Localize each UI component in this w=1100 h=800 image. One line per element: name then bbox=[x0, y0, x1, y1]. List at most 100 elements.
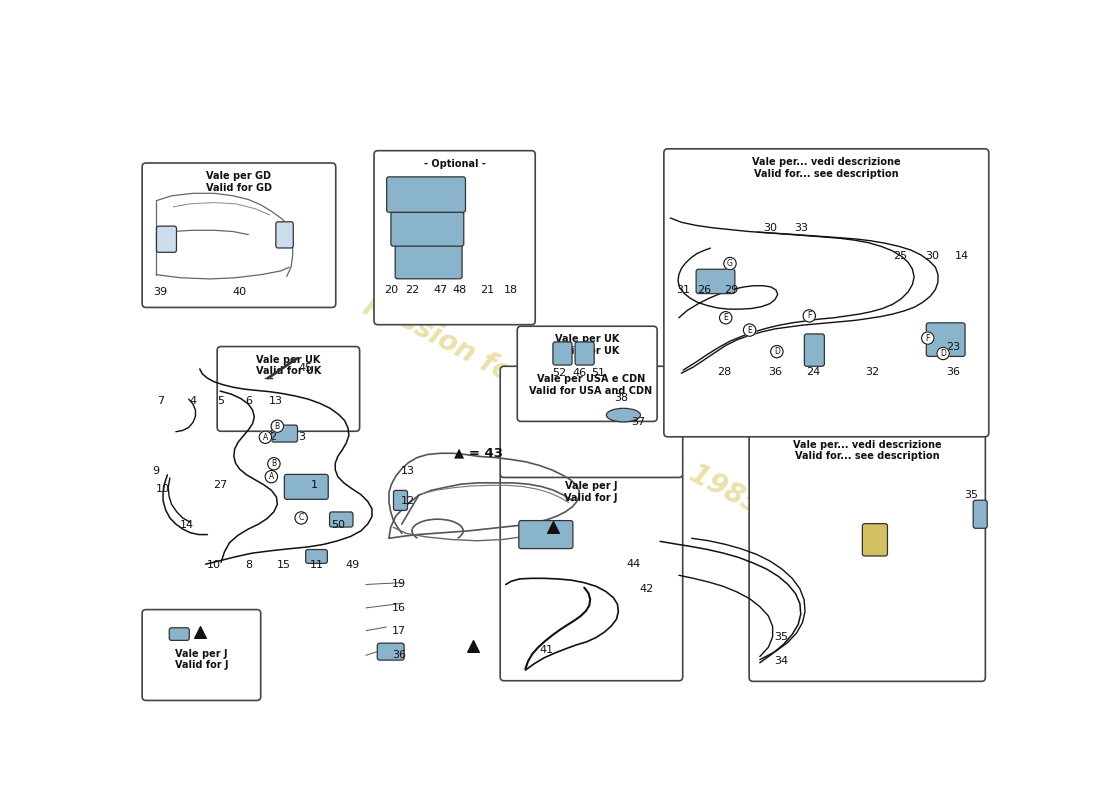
FancyBboxPatch shape bbox=[306, 550, 328, 563]
FancyBboxPatch shape bbox=[394, 490, 407, 510]
Text: 31: 31 bbox=[676, 285, 690, 295]
Text: 9: 9 bbox=[153, 466, 159, 475]
FancyBboxPatch shape bbox=[519, 521, 573, 549]
FancyBboxPatch shape bbox=[500, 473, 683, 681]
Text: 40: 40 bbox=[233, 287, 246, 297]
Text: 5: 5 bbox=[217, 396, 223, 406]
Text: 22: 22 bbox=[405, 285, 419, 295]
Circle shape bbox=[724, 258, 736, 270]
Text: 48: 48 bbox=[452, 285, 466, 295]
Text: 6: 6 bbox=[245, 396, 252, 406]
Text: A: A bbox=[263, 433, 268, 442]
Text: 35: 35 bbox=[965, 490, 978, 500]
Text: Vale per UK
Valid for UK: Vale per UK Valid for UK bbox=[554, 334, 619, 356]
Text: ▲ = 43: ▲ = 43 bbox=[454, 446, 503, 460]
Text: 18: 18 bbox=[504, 285, 518, 295]
FancyBboxPatch shape bbox=[553, 342, 572, 365]
FancyBboxPatch shape bbox=[377, 643, 404, 660]
Text: 46: 46 bbox=[572, 368, 586, 378]
FancyBboxPatch shape bbox=[387, 177, 465, 212]
Text: 14: 14 bbox=[180, 520, 194, 530]
Text: 36: 36 bbox=[393, 650, 406, 660]
Circle shape bbox=[295, 512, 307, 524]
FancyBboxPatch shape bbox=[749, 432, 986, 682]
Text: 42: 42 bbox=[639, 584, 653, 594]
Text: 28: 28 bbox=[717, 367, 732, 377]
FancyBboxPatch shape bbox=[862, 524, 888, 556]
Text: Vale per UK
Valid for UK: Vale per UK Valid for UK bbox=[255, 354, 321, 376]
FancyBboxPatch shape bbox=[517, 326, 657, 422]
FancyBboxPatch shape bbox=[664, 149, 989, 437]
Text: A: A bbox=[268, 472, 274, 481]
Circle shape bbox=[265, 470, 277, 483]
Text: 41: 41 bbox=[540, 646, 553, 655]
Text: 23: 23 bbox=[946, 342, 960, 352]
Text: D: D bbox=[774, 347, 780, 356]
Text: B: B bbox=[272, 459, 276, 468]
Circle shape bbox=[719, 311, 732, 324]
FancyBboxPatch shape bbox=[696, 270, 735, 294]
Point bbox=[464, 640, 482, 653]
Text: Vale per GD
Valid for GD: Vale per GD Valid for GD bbox=[206, 171, 272, 193]
FancyBboxPatch shape bbox=[285, 474, 328, 499]
FancyBboxPatch shape bbox=[390, 212, 464, 246]
Text: 25: 25 bbox=[893, 251, 907, 261]
Circle shape bbox=[922, 332, 934, 344]
FancyBboxPatch shape bbox=[500, 366, 683, 478]
Text: 30: 30 bbox=[763, 223, 777, 234]
Text: 36: 36 bbox=[946, 367, 960, 377]
Text: 39: 39 bbox=[154, 287, 167, 297]
FancyBboxPatch shape bbox=[926, 323, 965, 357]
Text: 30: 30 bbox=[925, 251, 939, 261]
Text: 21: 21 bbox=[480, 285, 494, 295]
Text: 44: 44 bbox=[627, 559, 641, 569]
Circle shape bbox=[260, 431, 272, 443]
Text: 50: 50 bbox=[331, 520, 344, 530]
Text: Vale per... vedi descrizione
Valid for... see description: Vale per... vedi descrizione Valid for..… bbox=[793, 440, 942, 462]
FancyBboxPatch shape bbox=[276, 222, 294, 248]
Text: E: E bbox=[747, 326, 752, 334]
FancyBboxPatch shape bbox=[330, 512, 353, 527]
Text: 2: 2 bbox=[268, 432, 276, 442]
Text: 14: 14 bbox=[955, 251, 969, 261]
Text: 38: 38 bbox=[614, 393, 628, 403]
FancyBboxPatch shape bbox=[804, 334, 824, 366]
Text: 27: 27 bbox=[213, 480, 228, 490]
Text: 52: 52 bbox=[552, 368, 567, 378]
Point bbox=[191, 626, 209, 638]
Text: 17: 17 bbox=[393, 626, 406, 636]
FancyBboxPatch shape bbox=[395, 245, 462, 278]
Text: 13: 13 bbox=[400, 466, 415, 475]
Circle shape bbox=[771, 346, 783, 358]
Text: 15: 15 bbox=[277, 560, 292, 570]
Text: Vale per... vedi descrizione
Valid for... see description: Vale per... vedi descrizione Valid for..… bbox=[752, 157, 901, 178]
Text: 20: 20 bbox=[384, 285, 398, 295]
FancyBboxPatch shape bbox=[156, 226, 176, 252]
FancyBboxPatch shape bbox=[272, 425, 297, 442]
Circle shape bbox=[267, 458, 280, 470]
Circle shape bbox=[271, 420, 284, 432]
Text: 4: 4 bbox=[189, 396, 197, 406]
FancyBboxPatch shape bbox=[374, 150, 536, 325]
FancyBboxPatch shape bbox=[217, 346, 360, 431]
Text: Vale per J
Valid for J: Vale per J Valid for J bbox=[175, 649, 228, 670]
Text: 24: 24 bbox=[806, 367, 821, 377]
Text: 35: 35 bbox=[774, 632, 788, 642]
Circle shape bbox=[937, 347, 949, 360]
Text: B: B bbox=[275, 422, 279, 430]
Text: 8: 8 bbox=[245, 560, 252, 570]
Text: F: F bbox=[925, 334, 930, 342]
Text: 19: 19 bbox=[393, 579, 406, 590]
Text: 1: 1 bbox=[311, 480, 318, 490]
Text: 33: 33 bbox=[794, 223, 807, 234]
Text: 13: 13 bbox=[268, 396, 283, 406]
Text: 26: 26 bbox=[697, 285, 712, 295]
Text: Vale per J
Valid for J: Vale per J Valid for J bbox=[564, 481, 618, 502]
FancyBboxPatch shape bbox=[142, 163, 336, 307]
Text: 11: 11 bbox=[309, 560, 323, 570]
FancyBboxPatch shape bbox=[974, 500, 987, 528]
Text: F: F bbox=[807, 311, 812, 321]
Text: 16: 16 bbox=[393, 603, 406, 613]
Text: D: D bbox=[940, 349, 946, 358]
Circle shape bbox=[744, 324, 756, 336]
